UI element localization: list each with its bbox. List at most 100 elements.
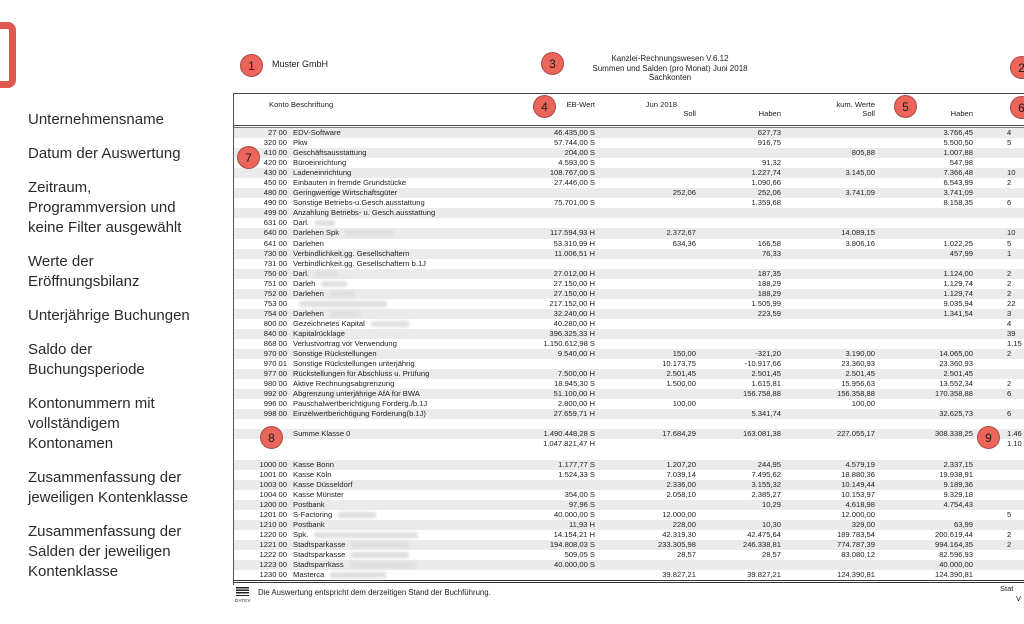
table-row: 998 00 Einzelwertberichtigung Forderung(b… <box>234 409 1024 420</box>
haben-cell <box>681 329 781 339</box>
konto-number: 1000 00 <box>259 459 287 469</box>
konto-number: 977 00 <box>263 369 287 379</box>
table-row: 410 00 Geschäftsausstattung 204,00 S 805,88… <box>234 148 1024 159</box>
cut-cell <box>1007 520 1024 530</box>
haben-cell <box>681 228 781 238</box>
redacted-text <box>314 531 419 538</box>
konto-number: 752 00 <box>263 288 287 298</box>
kum-haben-cell <box>873 399 973 409</box>
kum-haben-cell: 14.065,00 <box>939 349 973 359</box>
konto-number: 754 00 <box>263 308 287 318</box>
konto-name: Kasse Bonn <box>293 459 334 469</box>
kum-soll-cell: 3.190,00 <box>845 349 875 359</box>
haben-cell: 252,06 <box>757 188 781 198</box>
kum-haben-cell <box>873 329 973 339</box>
konto-name: Postbank <box>293 499 325 509</box>
eb-wert-cell <box>495 570 595 580</box>
sidebar-label-4: Werte der Eröffnungsbilanz <box>28 253 140 290</box>
kum-soll-cell <box>775 259 875 269</box>
kum-haben-cell: 547,98 <box>949 158 973 168</box>
table-row: 730 00 Verbindlichkeit.gg. Gesellschafter… <box>234 248 1024 259</box>
haben-cell <box>681 399 781 409</box>
konto-name: Ladeneinrichtung <box>293 168 352 178</box>
eb-wert-cell: 51.100,00 H <box>553 389 595 399</box>
eb-wert-cell <box>495 208 595 218</box>
konto-name: Stadtsparkasse <box>293 550 593 560</box>
kum-soll-cell <box>775 329 875 339</box>
eb-wert-cell: 217.152,00 H <box>549 298 595 308</box>
soll-cell: 2.501,45 <box>666 369 696 379</box>
sidebar-label-3: Zeitraum, Programmversion und keine Filt… <box>28 179 182 236</box>
haben-cell: 39.827,21 <box>747 570 781 580</box>
konto-name: Masterca <box>293 570 593 580</box>
col-kum-soll: Soll <box>862 109 875 118</box>
eb-wert-cell: 117.594,93 H <box>549 228 595 238</box>
kum-haben-cell: 9.035,94 <box>943 298 973 308</box>
kum-soll-cell <box>775 439 875 449</box>
haben-cell: 246.338,81 <box>742 539 781 549</box>
soll-cell: 42.319,30 <box>662 529 696 539</box>
kum-haben-cell: 1.129,74 <box>943 288 973 298</box>
kum-haben-cell <box>873 208 973 218</box>
col-konto: Konto Beschriftung <box>269 100 334 109</box>
soll-cell: 634,36 <box>672 238 696 248</box>
table-row: 631 00 Darl. <box>234 218 1024 228</box>
table-row: 1220 00 Spk. 14.154,21 H 42.319,30 42.475,64… <box>234 530 1024 540</box>
table-row: 750 00 Darl. 27.012,00 H 187,35 1.124,00 2 <box>234 268 1024 279</box>
sidebar-label-7: Kontonummern mit vollständigem Kontoname… <box>28 395 155 452</box>
kum-soll-cell: 3.741,09 <box>845 188 875 198</box>
cut-cell: 39 <box>1007 328 1016 338</box>
datev-logo-text: DATEV <box>235 598 251 603</box>
eb-wert-cell: 1.490.448,28 S <box>543 429 595 439</box>
kum-haben-cell <box>873 319 973 329</box>
kum-haben-cell: 19.938,91 <box>939 469 973 479</box>
konto-name <box>293 299 593 309</box>
haben-cell: 2.501,45 <box>751 369 781 379</box>
cut-cell: 5 <box>1007 138 1012 148</box>
table-row: 640 00 Darlehen Spk 117.594,93 H 2.372,67 14… <box>234 228 1024 239</box>
eb-wert-cell: 27.012,00 H <box>553 268 595 278</box>
soll-cell: 100,00 <box>672 399 696 409</box>
konto-name: Sonstige Betriebs-u.Gesch.ausstattung <box>293 198 425 208</box>
cut-cell <box>1007 570 1024 580</box>
konto-number: 980 00 <box>263 379 287 389</box>
cut-cell <box>1007 188 1024 198</box>
soll-cell: 1.207,20 <box>666 459 696 469</box>
eb-wert-cell: 53.310,99 H <box>553 238 595 248</box>
callout-8: 8 <box>260 426 283 449</box>
soll-cell: 39.827,21 <box>662 570 696 580</box>
col-eb-wert: EB-Wert <box>566 100 595 109</box>
konto-number: 490 00 <box>263 198 287 208</box>
konto-name: Geschäftsausstattung <box>293 148 367 158</box>
konto-number: 840 00 <box>263 328 287 338</box>
footer-note: Die Auswertung entspricht dem derzeitige… <box>258 588 491 597</box>
cut-cell: 2 <box>1007 278 1012 288</box>
haben-cell: 7.495,62 <box>751 469 781 479</box>
eb-wert-cell <box>495 188 595 198</box>
cut-cell: 2 <box>1007 268 1012 278</box>
konto-name: Pkw <box>293 138 308 148</box>
eb-wert-cell: 27.446,00 S <box>554 178 595 188</box>
eb-wert-cell: 75.701,00 S <box>554 198 595 208</box>
haben-cell: 1.615,81 <box>751 379 781 389</box>
cutoff-text-right-1: Stat <box>1000 584 1014 593</box>
haben-cell: 188,29 <box>757 278 781 288</box>
konto-name: Kapitalrücklage <box>293 328 345 338</box>
haben-cell <box>681 319 781 329</box>
soll-cell: 2.336,00 <box>666 479 696 489</box>
kum-haben-cell: 1.341,54 <box>943 308 973 318</box>
kum-soll-cell <box>775 208 875 218</box>
eb-wert-cell <box>495 450 595 460</box>
kum-soll-cell: 329,00 <box>851 519 875 529</box>
kum-haben-cell: 23.360,93 <box>939 359 973 369</box>
konto-number: 1004 00 <box>259 489 287 499</box>
kum-haben-cell: 6.543,99 <box>943 178 973 188</box>
haben-cell: 5.341,74 <box>751 409 781 419</box>
kum-soll-cell <box>775 299 875 309</box>
konto-number: 1221 00 <box>259 539 287 549</box>
konto-number <box>234 450 287 460</box>
cut-cell: 2 <box>1007 178 1012 188</box>
konto-number: 970 01 <box>263 359 287 369</box>
table-row: 641 00 Darlehen 53.310,99 H 634,36 166,58 3.8… <box>234 239 1024 249</box>
